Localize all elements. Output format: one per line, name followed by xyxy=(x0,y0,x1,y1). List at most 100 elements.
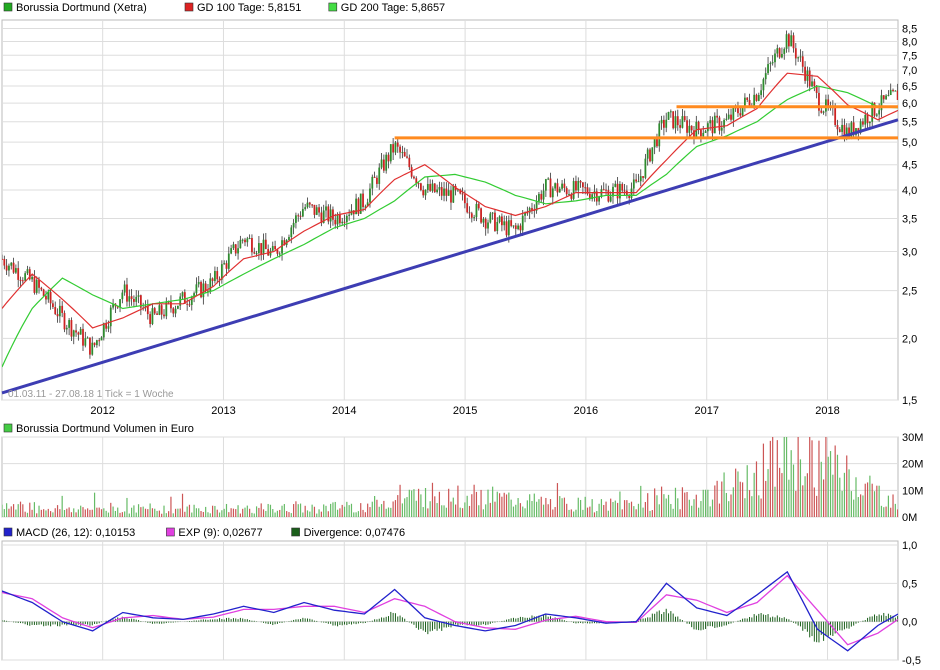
panel-frame xyxy=(1,436,899,518)
volume-bar xyxy=(850,491,852,517)
candle-body xyxy=(239,239,242,249)
candle-body xyxy=(683,116,686,121)
volume-bar xyxy=(260,503,262,517)
volume-bar xyxy=(785,437,788,517)
price-tick-label: 7,5 xyxy=(902,50,917,62)
divergence-bar xyxy=(427,621,429,635)
candle-body xyxy=(91,342,94,355)
candle-body xyxy=(394,142,397,153)
candle-body xyxy=(737,107,739,114)
divergence-bar xyxy=(874,614,876,622)
candle-body xyxy=(544,179,547,191)
volume-bar xyxy=(362,509,364,517)
divergence-bar xyxy=(441,621,443,631)
candle-body xyxy=(406,156,408,158)
volume-bar xyxy=(339,508,341,517)
volume-bar xyxy=(290,513,292,517)
divergence-bar xyxy=(133,618,135,622)
candle-body xyxy=(366,202,369,207)
divergence-bar xyxy=(253,620,255,622)
candle-body xyxy=(864,114,867,125)
divergence-bar xyxy=(38,621,40,625)
volume-bar xyxy=(297,504,299,517)
divergence-bar xyxy=(334,621,336,626)
volume-bar xyxy=(876,485,878,517)
price-tick-label: 8,0 xyxy=(902,36,917,48)
volume-bar xyxy=(128,513,130,517)
divergence-bar xyxy=(269,621,271,624)
volume-bar xyxy=(52,512,54,517)
divergence-bar xyxy=(545,614,547,622)
volume-bar xyxy=(596,511,598,517)
volume-bar xyxy=(61,495,63,517)
divergence-bar xyxy=(36,621,38,626)
divergence-bar xyxy=(341,621,343,626)
volume-bar xyxy=(232,508,235,517)
candle-body xyxy=(121,292,124,300)
volume-bar xyxy=(707,489,709,517)
volume-bar xyxy=(276,510,279,517)
volume-bar xyxy=(59,509,61,517)
divergence-bar xyxy=(522,617,524,622)
candle-body xyxy=(813,81,816,87)
candle-body xyxy=(771,62,774,64)
divergence-bar xyxy=(61,621,63,625)
divergence-bar xyxy=(75,621,77,626)
divergence-bar xyxy=(200,619,202,622)
divergence-bar xyxy=(251,620,253,622)
volume-bar xyxy=(866,482,869,517)
price-tick-label: 5,0 xyxy=(902,137,917,149)
candle-body xyxy=(301,209,304,217)
divergence-bar xyxy=(839,621,841,631)
candle-body xyxy=(660,119,663,124)
volume-bar xyxy=(378,506,380,517)
volume-bar xyxy=(524,508,526,517)
divergence-bar xyxy=(87,621,89,625)
volume-bar xyxy=(207,512,209,517)
volume-bar xyxy=(644,501,646,517)
divergence-bar xyxy=(816,621,818,643)
candle-body xyxy=(431,183,434,191)
divergence-bar xyxy=(452,621,454,626)
volume-bar xyxy=(334,501,336,517)
candle-body xyxy=(612,186,614,197)
divergence-bar xyxy=(198,620,200,622)
candle-body xyxy=(878,110,881,115)
volume-bar xyxy=(554,507,556,517)
volume-bar xyxy=(209,513,211,517)
divergence-bar xyxy=(853,621,855,626)
volume-bar xyxy=(700,501,702,517)
divergence-bar xyxy=(225,617,227,622)
divergence-bar xyxy=(59,621,61,627)
volume-bar xyxy=(686,492,688,517)
volume-bar xyxy=(721,481,723,517)
volume-bar xyxy=(679,509,681,517)
divergence-bar xyxy=(515,618,517,622)
volume-bar xyxy=(723,472,725,517)
year-tick-label: 2016 xyxy=(574,405,598,417)
volume-bar xyxy=(630,501,633,517)
divergence-bar xyxy=(293,619,295,622)
candle-body xyxy=(119,299,121,308)
volume-bar xyxy=(681,487,684,517)
volume-bar xyxy=(443,505,445,517)
divergence-bar xyxy=(267,621,269,625)
candle-body xyxy=(149,314,152,325)
volume-bar xyxy=(547,504,549,517)
candle-body xyxy=(741,106,744,116)
divergence-bar xyxy=(202,619,204,622)
candle-body xyxy=(65,327,68,330)
price-tick-label: 2,5 xyxy=(902,286,917,298)
candle-body xyxy=(84,338,87,346)
divergence-bar xyxy=(799,621,801,627)
volume-bar xyxy=(181,493,184,517)
divergence-bar xyxy=(82,621,84,626)
divergence-bar xyxy=(730,621,732,624)
divergence-bar xyxy=(369,621,371,622)
volume-bar xyxy=(436,503,438,517)
volume-bar xyxy=(114,510,117,517)
trendline xyxy=(1,118,899,395)
divergence-bar xyxy=(552,618,554,622)
volume-bar xyxy=(584,496,586,517)
